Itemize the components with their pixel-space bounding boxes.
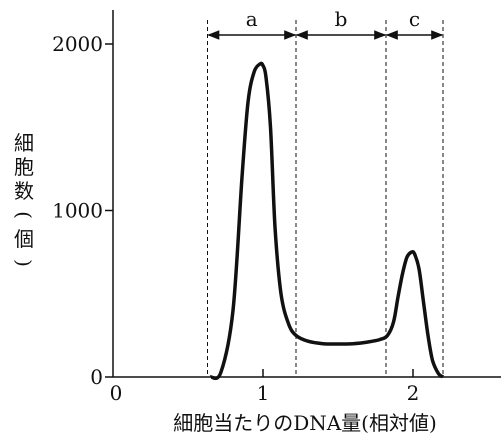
x-tick-label: 0 bbox=[110, 381, 123, 405]
y-tick-label: 0 bbox=[90, 365, 103, 389]
x-tick-label: 1 bbox=[257, 381, 270, 405]
y-axis-label-char: 胞 bbox=[14, 155, 34, 179]
axes: 0 1000 2000 0 1 2 bbox=[52, 10, 501, 405]
x-axis-label: 細胞当たりのDNA量(相対値) bbox=[173, 411, 437, 435]
region-label-c: c bbox=[409, 7, 420, 31]
x-tick-label: 2 bbox=[407, 381, 420, 405]
y-axis-label-char: ) bbox=[12, 259, 36, 267]
region-label-b: b bbox=[335, 7, 348, 31]
region-label-a: a bbox=[246, 7, 258, 31]
y-axis-label-char: 数 bbox=[14, 179, 34, 203]
y-axis-label-char: 細 bbox=[14, 131, 34, 155]
distribution-curve bbox=[209, 61, 445, 381]
y-tick-label: 1000 bbox=[52, 199, 103, 223]
axis-labels: 細胞当たりのDNA量(相対値) 細胞数 ( 個) bbox=[12, 131, 437, 435]
region-markers: a b c bbox=[207, 7, 444, 377]
y-axis-label-char: ( bbox=[12, 211, 36, 219]
y-tick-label: 2000 bbox=[52, 32, 103, 56]
series-line bbox=[209, 61, 445, 381]
y-axis-label-char: 個 bbox=[14, 227, 34, 251]
